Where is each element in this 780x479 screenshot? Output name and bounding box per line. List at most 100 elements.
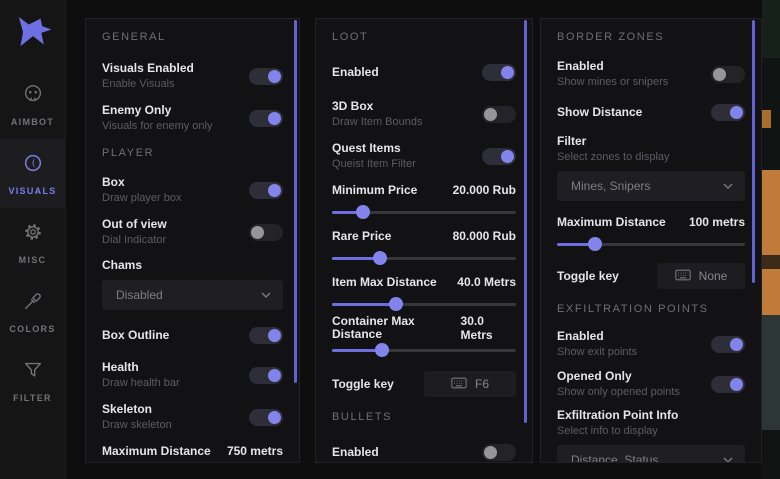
minimum-price-slider[interactable] bbox=[332, 205, 516, 219]
panel1-scrollbar[interactable] bbox=[294, 20, 297, 383]
setting-border-toggle-key: Toggle key None bbox=[557, 263, 745, 289]
setting-label: Enabled bbox=[332, 64, 379, 79]
slider-fill bbox=[332, 257, 380, 260]
cheat-menu-window: AIMBOT VISUALS bbox=[0, 0, 762, 479]
setting-sublabel: Show only opened points bbox=[557, 386, 680, 398]
item-max-distance-slider[interactable] bbox=[332, 297, 516, 311]
loot-enabled-toggle[interactable] bbox=[482, 63, 516, 81]
setting-label: Maximum Distance bbox=[102, 443, 211, 458]
setting-opened-only: Opened Only Show only opened points bbox=[557, 369, 745, 399]
setting-3d-box: 3D Box Draw Item Bounds bbox=[332, 99, 516, 129]
opened-only-toggle[interactable] bbox=[711, 375, 745, 393]
section-header-loot: LOOT bbox=[332, 31, 369, 43]
zones-filter-dropdown[interactable]: Mines, Snipers bbox=[557, 171, 745, 201]
chams-dropdown[interactable]: Disabled bbox=[102, 280, 283, 310]
box-outline-toggle[interactable] bbox=[249, 326, 283, 344]
slider-fill bbox=[557, 243, 595, 246]
sidebar-item-misc[interactable]: MISC bbox=[0, 208, 65, 277]
slider-track bbox=[332, 211, 516, 214]
health-toggle[interactable] bbox=[249, 366, 283, 384]
slider-track bbox=[557, 243, 745, 246]
border-maximum-distance-slider[interactable] bbox=[557, 237, 745, 251]
setting-value: 80.000 Rub bbox=[452, 229, 516, 243]
setting-skeleton: Skeleton Draw skeleton bbox=[102, 402, 283, 432]
container-max-distance-slider[interactable] bbox=[332, 343, 516, 357]
setting-label: Opened Only bbox=[557, 369, 632, 383]
panel-border-exfil: BORDER ZONES Enabled Show mines or snipe… bbox=[540, 18, 762, 463]
setting-minimum-price: Minimum Price 20.000 Rub bbox=[332, 183, 516, 219]
border-enabled-toggle[interactable] bbox=[711, 65, 745, 83]
setting-label: Box Outline bbox=[102, 327, 170, 342]
panel3-scrollbar[interactable] bbox=[752, 20, 755, 283]
setting-label: Maximum Distance bbox=[557, 214, 666, 229]
visuals-enabled-toggle[interactable] bbox=[249, 67, 283, 85]
setting-enemy-only: Enemy Only Visuals for enemy only bbox=[102, 103, 283, 133]
sidebar-item-label: FILTER bbox=[13, 393, 52, 403]
sidebar-item-label: COLORS bbox=[9, 324, 56, 334]
setting-label: Enabled bbox=[557, 59, 604, 73]
slider-fill bbox=[332, 211, 364, 214]
slider-knob[interactable] bbox=[372, 251, 387, 265]
setting-label: Show Distance bbox=[557, 104, 643, 119]
sidebar-item-filter[interactable]: FILTER bbox=[0, 346, 65, 415]
sidebar-item-label: VISUALS bbox=[8, 186, 57, 196]
exfil-enabled-toggle[interactable] bbox=[711, 335, 745, 353]
setting-sublabel: Select zones to display bbox=[557, 151, 670, 163]
setting-loot-enabled: Enabled bbox=[332, 61, 516, 83]
setting-label: Item Max Distance bbox=[332, 274, 437, 289]
toggle-knob bbox=[268, 368, 281, 382]
toggle-knob bbox=[713, 67, 726, 81]
show-distance-toggle[interactable] bbox=[711, 103, 745, 121]
sidebar-item-visuals[interactable]: VISUALS bbox=[0, 139, 65, 208]
toggle-knob bbox=[730, 337, 743, 351]
rare-price-slider[interactable] bbox=[332, 251, 516, 265]
3d-box-toggle[interactable] bbox=[482, 105, 516, 123]
setting-rare-price: Rare Price 80.000 Rub bbox=[332, 229, 516, 265]
setting-label: Enabled bbox=[332, 444, 379, 459]
chevron-down-icon bbox=[723, 177, 733, 195]
dropdown-value: Disabled bbox=[116, 288, 163, 302]
setting-exfil-info: Exfiltration Point Info Select info to d… bbox=[557, 409, 745, 438]
skeleton-toggle[interactable] bbox=[249, 408, 283, 426]
sidebar-item-aimbot[interactable]: AIMBOT bbox=[0, 70, 65, 139]
sidebar-item-label: MISC bbox=[18, 255, 47, 265]
setting-border-enabled: Enabled Show mines or snipers bbox=[557, 59, 745, 89]
setting-item-max-distance: Item Max Distance 40.0 Metrs bbox=[332, 275, 516, 311]
setting-label: Toggle key bbox=[332, 376, 394, 391]
slider-knob[interactable] bbox=[356, 205, 371, 219]
loot-toggle-key-button[interactable]: F6 bbox=[424, 371, 516, 397]
setting-maximum-distance: Maximum Distance 750 metrs bbox=[102, 443, 283, 462]
setting-show-distance: Show Distance bbox=[557, 101, 745, 123]
section-header-bullets: BULLETS bbox=[332, 411, 393, 423]
quest-items-toggle[interactable] bbox=[482, 147, 516, 165]
box-toggle[interactable] bbox=[249, 181, 283, 199]
dropdown-value: Distance, Status bbox=[571, 453, 659, 463]
bullets-enabled-toggle[interactable] bbox=[482, 443, 516, 461]
toggle-knob bbox=[251, 225, 264, 239]
panel2-scrollbar[interactable] bbox=[524, 20, 527, 423]
setting-label: Enabled bbox=[557, 329, 604, 343]
border-toggle-key-button[interactable]: None bbox=[657, 263, 745, 289]
setting-label: Enemy Only bbox=[102, 103, 172, 117]
slider-knob[interactable] bbox=[587, 237, 602, 251]
setting-exfil-enabled: Enabled Show exit points bbox=[557, 329, 745, 359]
sidebar-item-colors[interactable]: COLORS bbox=[0, 277, 65, 346]
setting-label: Quest Items bbox=[332, 141, 401, 155]
setting-quest-items: Quest Items Queist Item Filter bbox=[332, 141, 516, 171]
exfil-info-dropdown[interactable]: Distance, Status bbox=[557, 445, 745, 463]
out-of-view-toggle[interactable] bbox=[249, 223, 283, 241]
slider-knob[interactable] bbox=[374, 343, 389, 357]
setting-sublabel: Enable Visuals bbox=[102, 78, 175, 90]
toggle-knob bbox=[268, 328, 281, 342]
setting-value: 750 metrs bbox=[226, 444, 283, 458]
section-header-player: PLAYER bbox=[102, 147, 155, 159]
funnel-icon bbox=[22, 359, 44, 386]
slider-knob[interactable] bbox=[389, 297, 404, 311]
setting-value: 100 metrs bbox=[688, 215, 745, 229]
gear-icon bbox=[22, 221, 44, 248]
enemy-only-toggle[interactable] bbox=[249, 109, 283, 127]
slider-fill bbox=[332, 303, 397, 306]
sidebar: AIMBOT VISUALS bbox=[0, 0, 66, 479]
key-value: F6 bbox=[474, 377, 489, 391]
setting-value: 30.0 Metrs bbox=[460, 314, 493, 342]
